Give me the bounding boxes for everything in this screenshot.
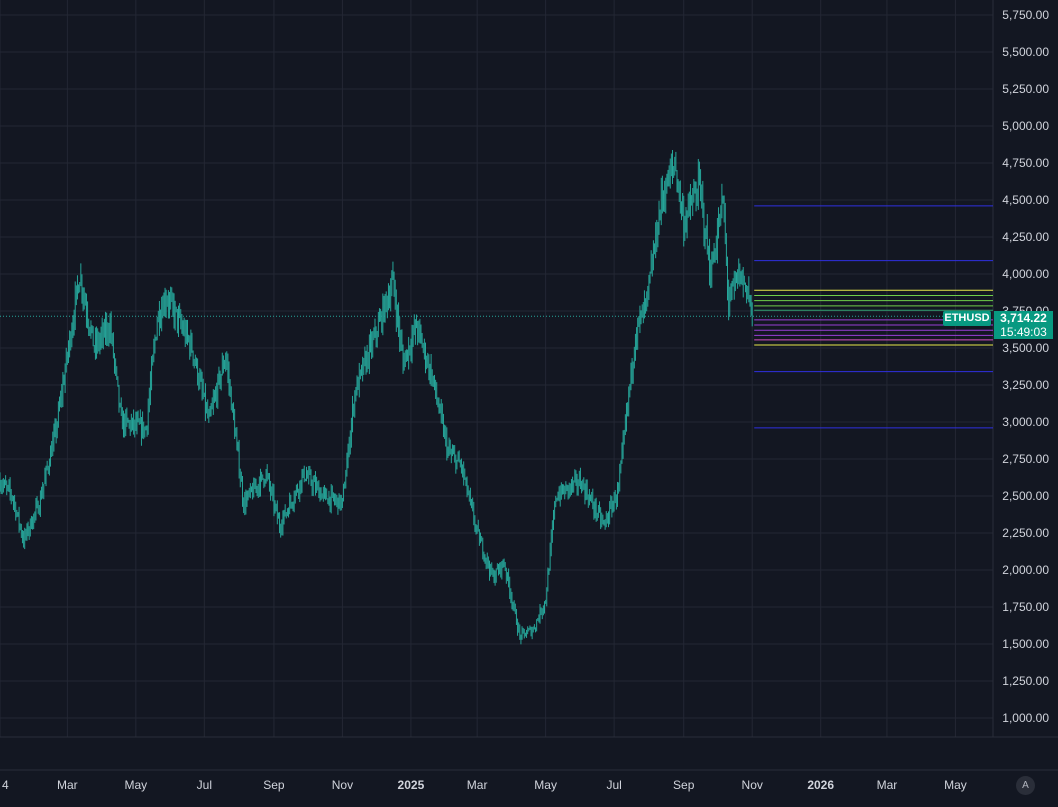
y-tick-label: 1,750.00 — [1002, 600, 1049, 614]
x-tick-label: Nov — [742, 778, 763, 792]
y-axis[interactable]: 5,750.00 5,500.00 5,250.00 5,000.00 4,750.00… — [1002, 8, 1049, 725]
y-tick-label: 4,000.00 — [1002, 267, 1049, 281]
x-tick-label: 2026 — [807, 778, 834, 792]
y-tick-label: 3,250.00 — [1002, 378, 1049, 392]
y-tick-label: 4,250.00 — [1002, 230, 1049, 244]
y-tick-label: 1,000.00 — [1002, 711, 1049, 725]
y-tick-label: 5,750.00 — [1002, 8, 1049, 22]
candlestick-series — [0, 149, 753, 645]
x-tick-label: 2025 — [398, 778, 425, 792]
y-tick-label: 2,250.00 — [1002, 526, 1049, 540]
y-tick-label: 2,500.00 — [1002, 489, 1049, 503]
y-tick-label: 4,500.00 — [1002, 193, 1049, 207]
y-tick-label: 2,750.00 — [1002, 452, 1049, 466]
x-tick-label: Sep — [673, 778, 695, 792]
symbol-tag: ETHUSD — [943, 311, 991, 326]
y-tick-label: 5,000.00 — [1002, 119, 1049, 133]
x-tick-label: 4 — [2, 778, 9, 792]
x-tick-label: Mar — [877, 778, 898, 792]
y-tick-label: 5,500.00 — [1002, 45, 1049, 59]
x-tick-label: Jul — [197, 778, 212, 792]
y-tick-label: 1,250.00 — [1002, 674, 1049, 688]
grid-lines — [0, 0, 1058, 771]
x-axis[interactable]: 4 Mar May Jul Sep Nov 2025 Mar May Jul Sep Nov 2026 M… — [2, 778, 967, 792]
y-tick-label: 1,500.00 — [1002, 637, 1049, 651]
x-tick-label: May — [944, 778, 967, 792]
x-tick-label: Sep — [263, 778, 285, 792]
auto-scale-button[interactable]: A — [1016, 776, 1035, 795]
x-tick-label: May — [534, 778, 557, 792]
x-tick-label: Mar — [467, 778, 488, 792]
y-tick-label: 3,000.00 — [1002, 415, 1049, 429]
y-tick-label: 2,000.00 — [1002, 563, 1049, 577]
y-tick-label: 4,750.00 — [1002, 156, 1049, 170]
x-tick-label: Jul — [606, 778, 621, 792]
x-tick-label: Nov — [332, 778, 353, 792]
x-tick-label: Mar — [57, 778, 78, 792]
bar-countdown-tag: 15:49:03 — [994, 325, 1053, 339]
last-price-tag: 3,714.22 — [994, 311, 1053, 326]
x-tick-label: May — [125, 778, 148, 792]
y-tick-label: 5,250.00 — [1002, 82, 1049, 96]
y-tick-label: 3,500.00 — [1002, 341, 1049, 355]
